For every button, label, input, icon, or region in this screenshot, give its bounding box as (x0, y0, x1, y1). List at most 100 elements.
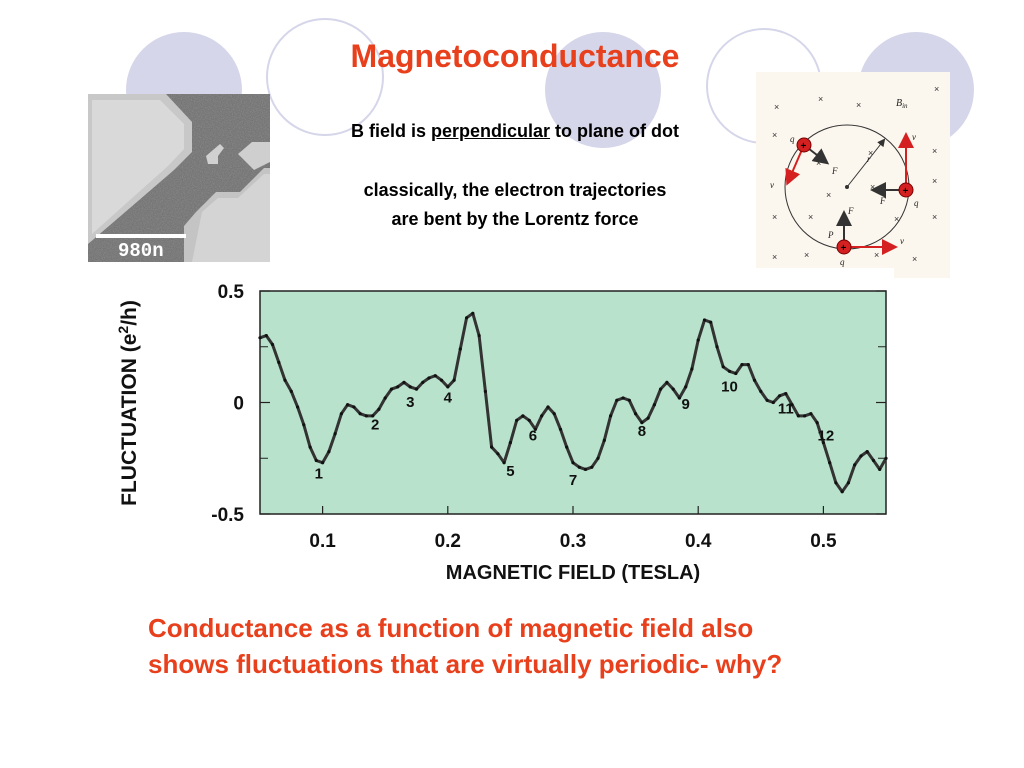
data-point (465, 316, 469, 320)
data-point (803, 414, 807, 418)
data-point (828, 461, 832, 465)
data-point (339, 412, 343, 416)
emphasized-term: perpendicular (431, 121, 551, 141)
data-point (258, 336, 262, 340)
y-tick-label: 0.5 (218, 282, 245, 303)
data-point (352, 405, 356, 409)
data-point (452, 378, 456, 382)
data-point (515, 418, 519, 422)
data-point (277, 360, 281, 364)
data-point (677, 396, 682, 400)
point-label: P (827, 230, 834, 240)
data-point (533, 427, 537, 431)
data-point (665, 380, 669, 384)
field-into-page-marker: × (774, 102, 779, 112)
field-into-page-marker: × (818, 94, 823, 104)
data-point (634, 412, 638, 416)
peak-annotation: 6 (529, 427, 537, 444)
peak-annotation: 4 (444, 390, 453, 407)
decorative-circle (545, 32, 661, 148)
force-label: F (831, 166, 838, 176)
peak-annotation: 2 (371, 416, 379, 433)
data-point (577, 465, 581, 469)
field-into-page-marker: × (934, 84, 939, 94)
charge-symbol: + (801, 141, 807, 152)
data-point (283, 378, 287, 382)
data-point (346, 403, 350, 407)
data-point (796, 414, 801, 418)
peak-annotation: 9 (682, 396, 690, 413)
data-point (502, 461, 506, 465)
data-point (571, 461, 575, 465)
data-point (490, 445, 494, 449)
data-point (596, 456, 600, 460)
x-tick-label: 0.1 (309, 531, 336, 552)
data-point (471, 311, 475, 315)
radius-arrow (846, 138, 886, 188)
plot-area (260, 291, 886, 514)
data-point (615, 398, 619, 402)
x-axis-label: MAGNETIC FIELD (TESLA) (446, 562, 700, 584)
x-tick-label: 0.4 (685, 531, 712, 552)
data-point (652, 403, 657, 407)
field-into-page-marker: × (804, 250, 809, 260)
data-point (540, 414, 544, 418)
data-point (715, 345, 719, 349)
data-point (364, 414, 368, 418)
field-into-page-marker: × (868, 148, 873, 158)
data-point (815, 421, 819, 425)
field-into-page-marker: × (856, 100, 861, 110)
data-point (496, 452, 500, 456)
charge-marker (898, 182, 914, 198)
data-point (865, 450, 869, 454)
y-axis-label: FLUCTUATION (e2/h) (115, 300, 141, 506)
lorentz-note: classically, the electron trajectories ar… (270, 176, 760, 234)
data-point (483, 389, 487, 393)
data-point (771, 400, 775, 405)
data-point (602, 438, 606, 442)
peak-annotation: 1 (315, 465, 323, 482)
note-text: B field is (350, 121, 431, 141)
x-tick-label: 0.3 (560, 531, 586, 552)
decorative-ring (266, 18, 384, 136)
slide-title: Magnetoconductance (350, 38, 680, 74)
force-label: F (847, 206, 854, 216)
data-point (727, 369, 732, 373)
data-point (433, 374, 437, 378)
data-point (627, 398, 631, 402)
data-point (821, 441, 826, 445)
data-point (702, 318, 707, 322)
data-point (565, 445, 569, 449)
charge-symbol: + (841, 243, 847, 254)
data-point (289, 389, 293, 393)
caption-line: Conductance as a function of magnetic fi… (148, 613, 754, 643)
data-point (621, 396, 625, 400)
note-line: classically, the electron trajectories (363, 180, 667, 200)
y-tick-label: -0.5 (211, 505, 244, 526)
data-point (414, 387, 419, 391)
data-point (546, 405, 550, 409)
peak-annotation: 11 (778, 401, 794, 418)
gate-finger (238, 142, 270, 170)
field-into-page-marker: × (772, 252, 777, 262)
field-into-page-marker: × (912, 254, 917, 264)
x-tick-label: 0.5 (810, 531, 837, 552)
field-into-page-marker: × (816, 158, 821, 168)
peak-annotation: 8 (638, 423, 646, 440)
peak-annotation: 3 (406, 394, 414, 411)
data-point (377, 407, 381, 411)
data-point (696, 338, 700, 342)
data-point (752, 378, 757, 382)
field-into-page-marker: × (932, 212, 937, 222)
data-point (477, 334, 481, 338)
data-point (840, 490, 844, 494)
peak-annotation: 5 (506, 463, 514, 480)
charge-label: q (840, 257, 845, 267)
data-point (671, 387, 675, 391)
data-point (421, 380, 425, 384)
data-point (527, 418, 531, 422)
y-tick-label: 0 (233, 394, 244, 415)
lorentz-orbit-diagram: ×××××××××× × × ×× × × ××× Bin r + q v F + v q … (756, 72, 950, 278)
velocity-label: v (770, 180, 774, 190)
data-point (321, 461, 325, 465)
